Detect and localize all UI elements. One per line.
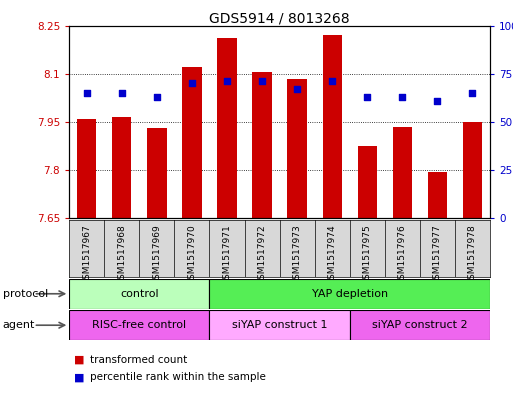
Point — [223, 78, 231, 84]
Bar — [392, 127, 412, 218]
Bar — [209, 279, 490, 309]
Point — [293, 86, 301, 92]
Text: GSM1517977: GSM1517977 — [433, 225, 442, 285]
Bar — [252, 72, 272, 218]
Point — [398, 94, 406, 100]
Bar — [428, 172, 447, 218]
Point — [328, 78, 336, 84]
Text: GSM1517967: GSM1517967 — [82, 225, 91, 285]
Bar — [218, 39, 236, 218]
Bar — [77, 119, 96, 218]
Text: GDS5914 / 8013268: GDS5914 / 8013268 — [209, 12, 350, 26]
Point — [433, 97, 441, 104]
Text: GSM1517978: GSM1517978 — [468, 225, 477, 285]
Text: GSM1517973: GSM1517973 — [292, 225, 302, 285]
Text: ■: ■ — [74, 372, 85, 382]
Bar — [358, 146, 377, 218]
Point — [188, 80, 196, 86]
Bar — [69, 310, 209, 340]
Text: control: control — [120, 289, 159, 299]
Point — [117, 90, 126, 96]
Text: RISC-free control: RISC-free control — [92, 320, 186, 330]
Bar — [323, 35, 342, 218]
Text: YAP depletion: YAP depletion — [311, 289, 388, 299]
Text: ■: ■ — [74, 354, 85, 365]
Bar — [463, 122, 482, 218]
Text: GSM1517976: GSM1517976 — [398, 225, 407, 285]
Bar — [287, 79, 307, 218]
Point — [153, 94, 161, 100]
Text: agent: agent — [3, 320, 35, 330]
Text: GSM1517970: GSM1517970 — [187, 225, 196, 285]
Point — [258, 78, 266, 84]
Bar — [147, 128, 167, 218]
Text: GSM1517974: GSM1517974 — [328, 225, 337, 285]
Text: GSM1517971: GSM1517971 — [223, 225, 231, 285]
Text: GSM1517972: GSM1517972 — [258, 225, 267, 285]
Bar — [69, 279, 209, 309]
Point — [83, 90, 91, 96]
Bar — [112, 117, 131, 218]
Text: GSM1517975: GSM1517975 — [363, 225, 372, 285]
Bar — [209, 310, 350, 340]
Point — [468, 90, 477, 96]
Text: siYAP construct 1: siYAP construct 1 — [232, 320, 327, 330]
Text: protocol: protocol — [3, 289, 48, 299]
Text: GSM1517968: GSM1517968 — [117, 225, 126, 285]
Bar — [182, 67, 202, 218]
Point — [363, 94, 371, 100]
Text: GSM1517969: GSM1517969 — [152, 225, 162, 285]
Bar — [350, 310, 490, 340]
Text: siYAP construct 2: siYAP construct 2 — [372, 320, 468, 330]
Text: transformed count: transformed count — [90, 354, 187, 365]
Text: percentile rank within the sample: percentile rank within the sample — [90, 372, 266, 382]
